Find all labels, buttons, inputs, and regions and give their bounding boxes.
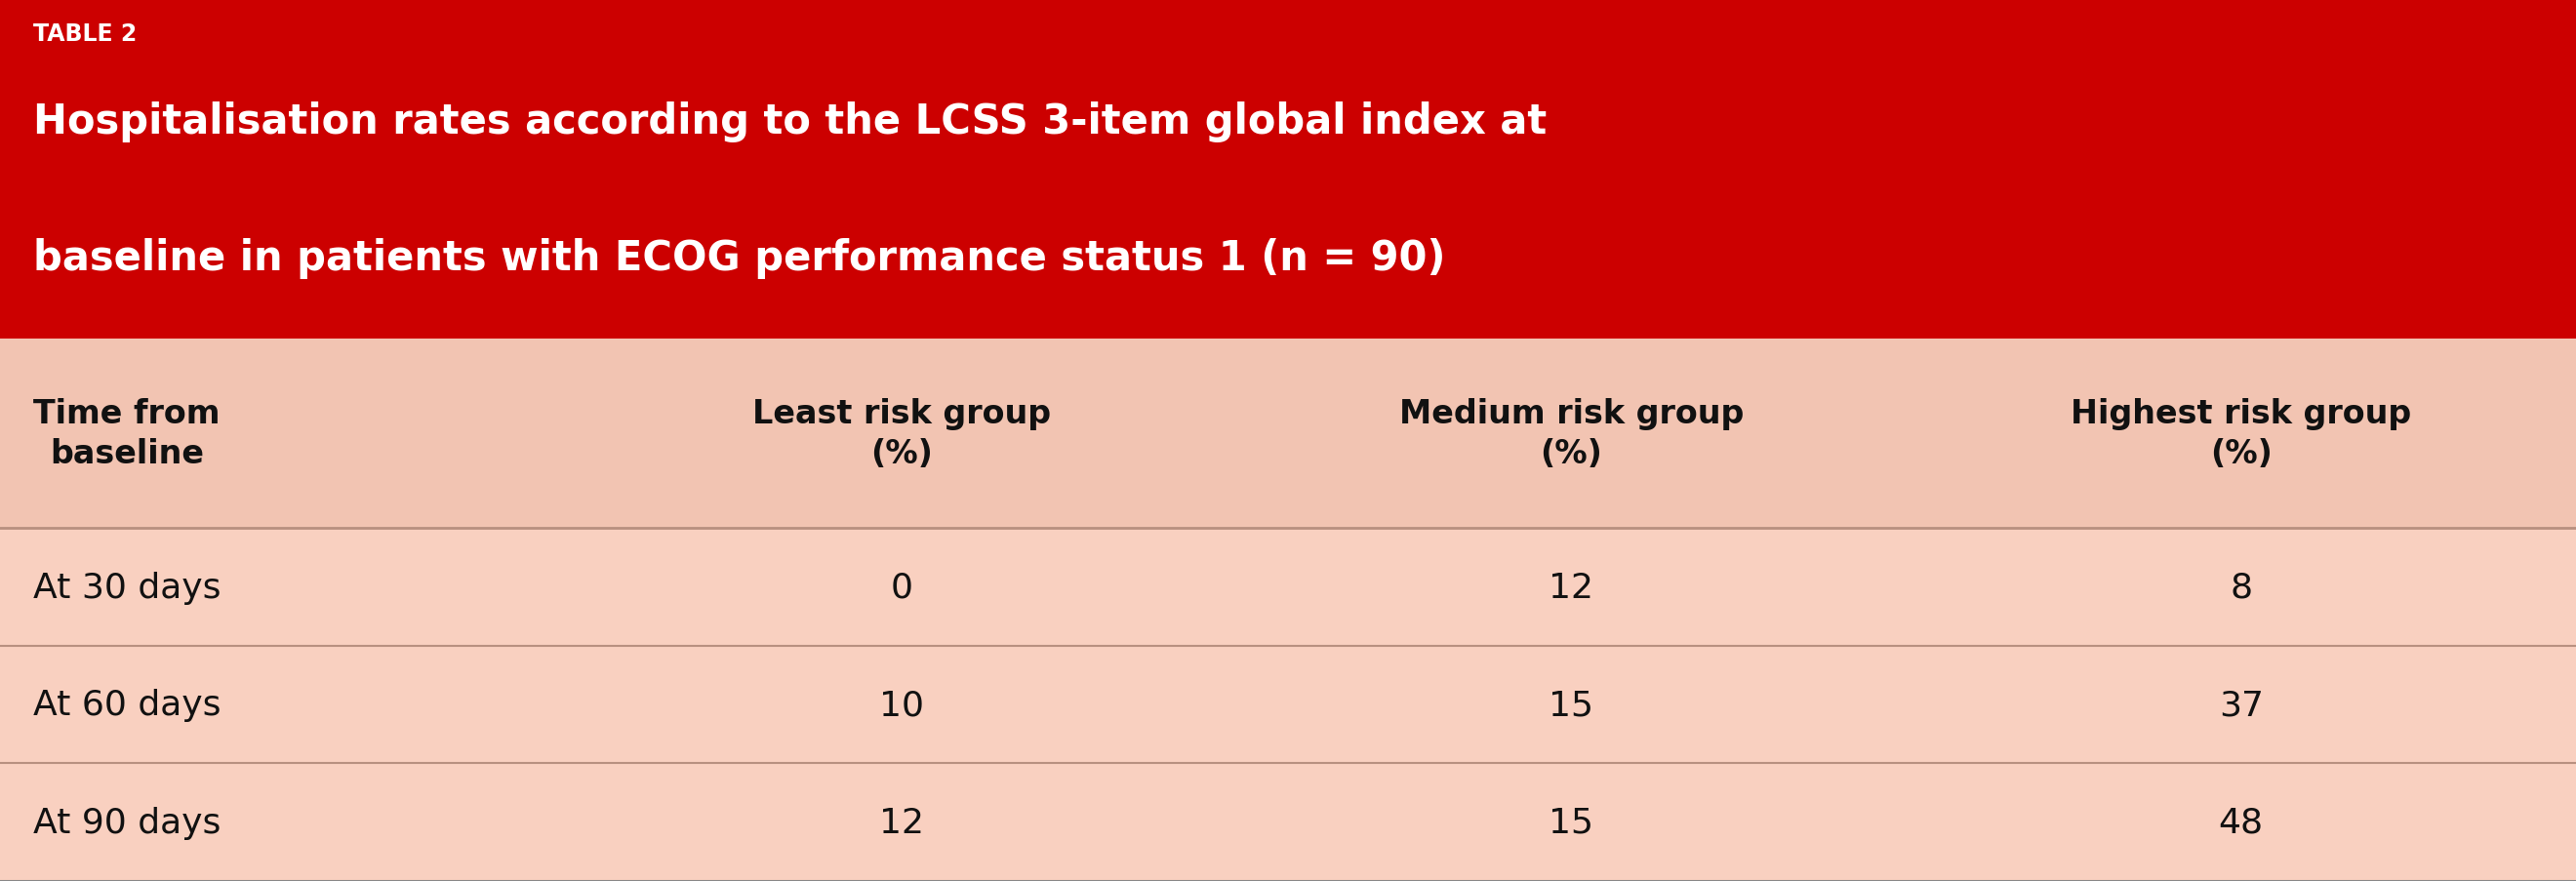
Text: Time from
baseline: Time from baseline — [33, 398, 222, 470]
Text: Medium risk group
(%): Medium risk group (%) — [1399, 398, 1744, 470]
Text: 37: 37 — [2218, 688, 2264, 722]
Text: 8: 8 — [2231, 571, 2251, 603]
Text: Highest risk group
(%): Highest risk group (%) — [2071, 398, 2411, 470]
Text: Hospitalisation rates according to the LCSS 3-item global index at: Hospitalisation rates according to the L… — [33, 101, 1548, 142]
Bar — [0, 529, 2576, 646]
Text: Least risk group
(%): Least risk group (%) — [752, 398, 1051, 470]
Bar — [0, 0, 2576, 339]
Text: 10: 10 — [878, 688, 925, 722]
Text: At 60 days: At 60 days — [33, 688, 222, 722]
Text: TABLE 2: TABLE 2 — [33, 22, 137, 46]
Text: 0: 0 — [891, 571, 912, 603]
Text: 48: 48 — [2218, 806, 2264, 839]
Text: 15: 15 — [1548, 688, 1595, 722]
Text: 12: 12 — [878, 806, 925, 839]
Text: At 90 days: At 90 days — [33, 806, 222, 839]
Text: 12: 12 — [1548, 571, 1595, 603]
Bar — [0, 646, 2576, 764]
Bar — [0, 764, 2576, 881]
Bar — [0, 339, 2576, 529]
Text: 15: 15 — [1548, 806, 1595, 839]
Text: baseline in patients with ECOG performance status 1 (n = 90): baseline in patients with ECOG performan… — [33, 238, 1445, 278]
Text: At 30 days: At 30 days — [33, 571, 222, 603]
